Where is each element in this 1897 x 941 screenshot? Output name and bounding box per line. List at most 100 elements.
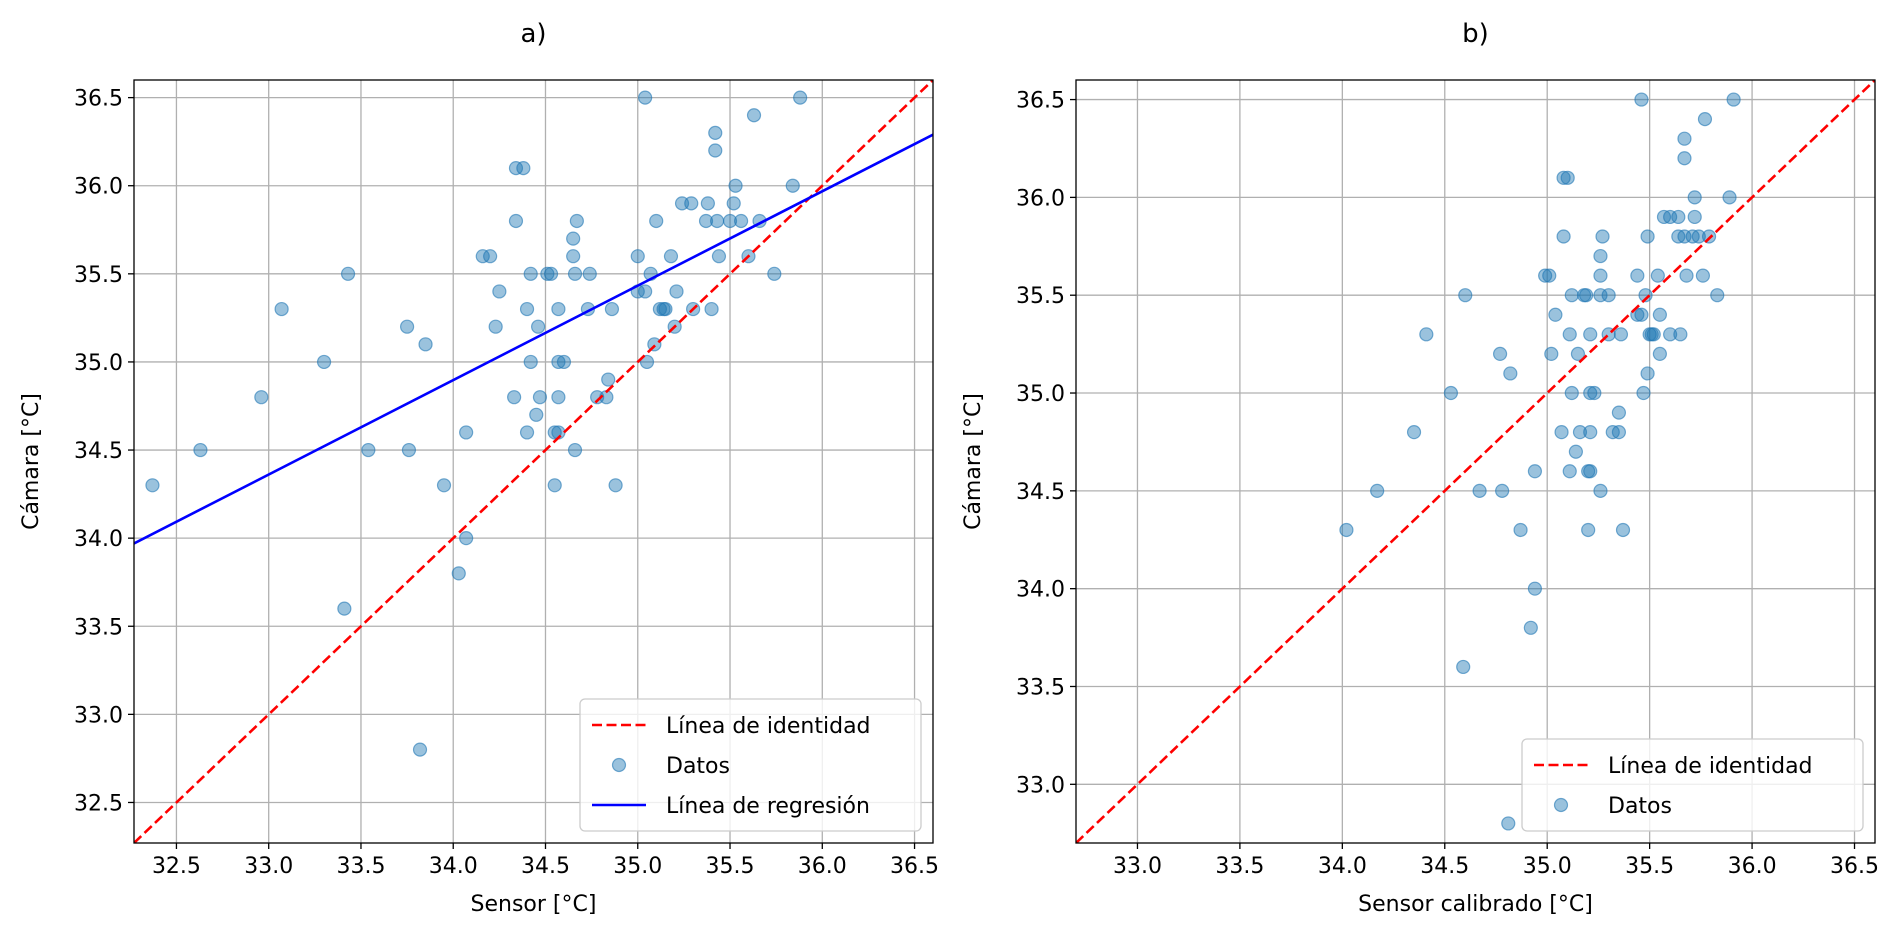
data-point [488,319,503,334]
data-point [639,354,655,370]
data-point [361,442,376,458]
data-point [507,390,522,405]
data-point [669,284,684,299]
x-tick-label: 34.0 [429,854,478,879]
data-point [1568,444,1583,459]
data-point [1339,522,1354,538]
data-point [1630,268,1645,283]
data-point [483,249,498,264]
plot-area [1076,80,1875,843]
data-point [418,337,433,352]
y-axis-label: Cámara [°C] [19,393,44,530]
data-point [1673,327,1688,342]
data-point [1646,327,1661,342]
data-point [1615,522,1631,538]
x-tick-label: 36.5 [1830,854,1879,879]
x-tick-label: 35.0 [613,854,662,879]
data-point [1611,425,1627,440]
data-point [1579,288,1594,303]
identity-line [134,80,933,843]
data-point [508,161,524,176]
data-point [684,196,699,211]
data-point [1495,483,1510,498]
data-point [1636,385,1651,401]
data-point [1710,288,1725,303]
data-point [523,266,538,281]
regression-line [134,133,933,545]
x-tick-label: 33.0 [1113,854,1162,879]
data-point [1501,816,1516,831]
y-tick-label: 33.0 [1016,773,1065,798]
data-point [531,319,546,334]
data-point [1613,327,1629,342]
chart-panel-b: 33.0 33.5 34.0 34.5 35.0 35.5 36.0 36.5 33.0 33.5… [961,19,1879,917]
legend-label: Línea de identidad [1608,754,1813,779]
data-point [519,301,535,317]
data-point [556,354,572,370]
data-point [1687,190,1702,205]
data-point [726,196,741,211]
x-tick-label: 33.5 [1215,854,1264,879]
x-tick-label: 34.5 [1420,854,1469,879]
data-point [1697,112,1713,127]
data-point [698,213,714,229]
data-point [1640,366,1655,381]
y-tick-label: 34.5 [1016,480,1065,505]
data-point [700,196,715,211]
data-point [1583,385,1598,401]
legend-box [579,698,922,832]
data-point [1562,327,1577,342]
data-point [1691,229,1706,244]
legend-label: Datos [1608,794,1672,819]
data-point [1538,268,1553,283]
data-point [1562,464,1577,479]
y-tick-label: 36.0 [74,175,123,200]
data-point [1556,229,1571,244]
data-point [708,143,723,158]
data-point [516,161,531,176]
data-point [1527,581,1543,596]
data-point [1443,385,1459,401]
data-point [601,372,616,387]
data-point [566,249,581,264]
data-point [608,478,623,493]
x-axis-label: Sensor [°C] [471,892,597,917]
x-tick-label: 36.5 [890,854,939,879]
data-point [1581,522,1596,538]
y-tick-label: 33.0 [74,703,123,728]
data-point [1583,464,1598,479]
x-tick-label: 33.0 [244,854,293,879]
data-point [728,178,743,193]
data-point [540,266,555,281]
data-point [604,301,620,317]
data-point [1611,405,1627,420]
data-point [1726,92,1741,107]
y-tick-label: 36.5 [1016,89,1065,114]
legend-swatch-data [1553,797,1569,813]
data-point [1677,131,1692,146]
data-point [1492,346,1508,361]
data-point [1564,288,1579,303]
data-point [1687,209,1702,225]
data-point [529,407,544,422]
data-point [1650,268,1665,283]
data-point [1572,425,1588,440]
data-point [1472,483,1487,498]
grid [134,80,933,843]
data-point [316,354,332,370]
data-point [1456,659,1471,675]
data-point [722,213,738,229]
data-point [1634,92,1649,107]
data-point [412,742,428,757]
x-tick-label: 35.5 [706,854,755,879]
data-point [1640,229,1655,244]
y-tick-label: 34.0 [1016,578,1065,603]
data-point [543,266,559,281]
data-point [1406,425,1422,440]
legend-swatch-data [611,757,627,773]
data-point [649,213,664,229]
data-point [1560,170,1575,185]
data-point [551,301,566,317]
chart-title: a) [520,19,546,49]
plot-area [134,80,933,843]
